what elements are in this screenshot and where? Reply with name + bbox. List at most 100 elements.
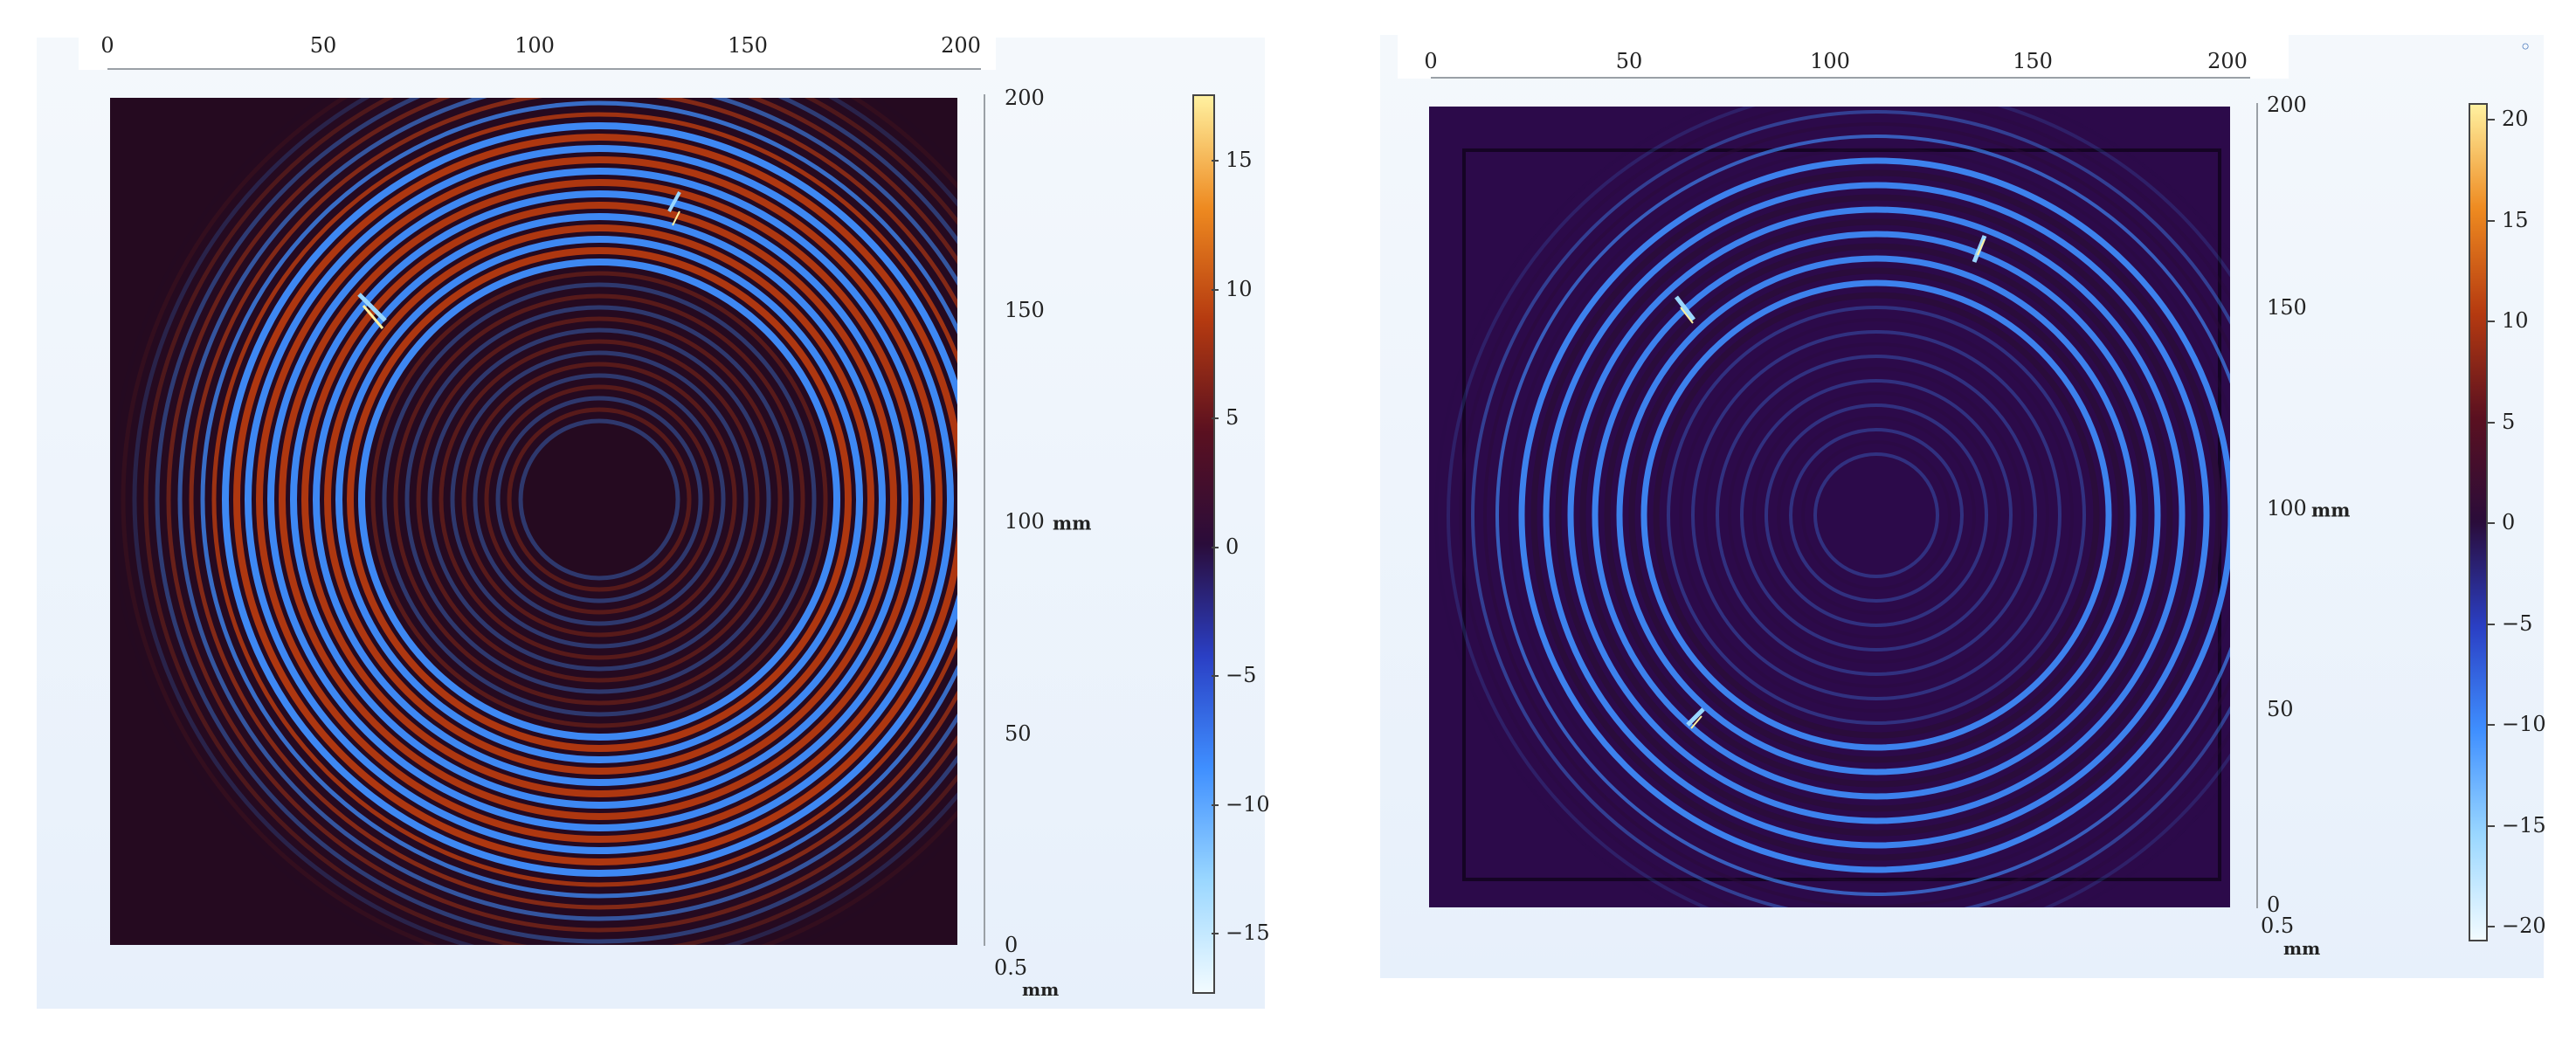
left-right-axis-unit: mm (1053, 512, 1092, 534)
left-colorbar-tick-label: 10 (1226, 276, 1253, 301)
wave-ring (1740, 379, 2013, 651)
wave-ring (1667, 306, 2086, 725)
wave-ring (1628, 267, 2124, 763)
right-colorbar-tick-label: 5 (2502, 409, 2516, 434)
left-right-axis-line (984, 94, 985, 946)
right-top-tick-50: 50 (1615, 49, 1643, 73)
wave-ring (121, 98, 957, 945)
right-colorbar-tick-mark (2488, 219, 2495, 222)
wave-ring (507, 407, 692, 592)
left-colorbar-tick-label: −15 (1226, 920, 1270, 945)
wave-ring (1716, 355, 2037, 676)
wave-ring (518, 418, 680, 581)
wave-ring (1508, 147, 2230, 884)
left-colorbar-tick-mark (1212, 933, 1219, 934)
right-right-tick-0: 0 (2267, 893, 2281, 917)
right-top-tick-100: 100 (1810, 49, 1850, 73)
left-wavefield-plot[interactable] (110, 98, 957, 945)
wave-ring (1495, 134, 2230, 896)
right-colorbar-tick-mark (2488, 926, 2495, 927)
left-right-tick-0: 0 (1005, 933, 1019, 957)
right-colorbar-tick-label: −5 (2502, 610, 2533, 636)
left-colorbar-tick-label: −10 (1226, 791, 1270, 817)
wave-ring (1640, 279, 2112, 751)
left-top-axis-band (79, 22, 996, 70)
wave-ring (1530, 169, 2222, 861)
left-colorbar-tick-label: 5 (1226, 405, 1240, 430)
wave-ring (1592, 231, 2161, 800)
right-colorbar-tick-label: −15 (2502, 812, 2546, 838)
right-colorbar-tick-mark (2488, 119, 2495, 121)
right-scale-value: 0.5 (2261, 913, 2295, 938)
left-colorbar-tick-label: −5 (1226, 663, 1257, 687)
wave-ring (473, 373, 726, 626)
left-colorbar-tick-mark (1212, 160, 1219, 162)
left-top-tick-0: 0 (100, 33, 114, 58)
right-wavefield-svg (1429, 107, 2230, 907)
left-scale-unit: mm (1022, 979, 1060, 1000)
wave-ring (1555, 194, 2198, 837)
right-colorbar-tick-mark (2488, 421, 2495, 424)
right-colorbar-tick-label: −10 (2502, 712, 2546, 736)
wave-ring (1616, 255, 2137, 776)
right-colorbar-tick-label: 0 (2502, 510, 2516, 534)
wave-ring (1434, 107, 2230, 907)
right-colorbar-tick-label: −20 (2502, 913, 2546, 938)
wave-ring (450, 350, 749, 649)
right-top-axis-band (1398, 35, 2289, 79)
wave-ring (416, 316, 783, 683)
wave-ring (200, 100, 957, 899)
wave-ring (1543, 182, 2210, 849)
right-wavefield-plot[interactable] (1429, 107, 2230, 907)
wave-ring (189, 98, 957, 910)
wave-ring (1679, 318, 2074, 713)
left-colorbar-tick-label: 0 (1226, 534, 1240, 559)
right-colorbar-tick-label: 15 (2502, 207, 2529, 232)
left-top-tick-50: 50 (309, 33, 337, 58)
wave-ring (1567, 206, 2186, 824)
right-colorbar-tick-label: 20 (2502, 107, 2529, 131)
wave-ring (427, 327, 771, 672)
right-right-axis-unit: mm (2311, 499, 2351, 521)
right-colorbar-tick-mark (2488, 623, 2495, 625)
right-colorbar-tick-mark (2488, 321, 2495, 322)
wave-ring (1653, 292, 2100, 739)
right-colorbar (2469, 103, 2488, 941)
wave-ring (393, 293, 805, 706)
wave-ring (1447, 107, 2230, 907)
wave-ring (1604, 243, 2149, 788)
wave-ring (166, 98, 957, 933)
wave-ring (1728, 367, 2025, 664)
right-right-tick-50: 50 (2267, 697, 2294, 721)
left-scale-value: 0.5 (994, 955, 1028, 980)
right-colorbar-tick-mark (2488, 724, 2495, 726)
wave-ring (1789, 428, 1964, 603)
left-wavefield-svg (110, 98, 957, 945)
wave-ring (461, 362, 737, 638)
left-defect-marks (357, 191, 681, 329)
wave-ring (155, 98, 957, 944)
wave-ring (324, 224, 874, 775)
left-right-tick-200: 200 (1005, 86, 1045, 110)
wave-ring (439, 339, 760, 660)
wave-ring (313, 213, 886, 786)
wave-ring (245, 145, 954, 854)
wave-ring (484, 384, 715, 615)
wave-ring (279, 179, 920, 820)
left-right-tick-100: 100 (1005, 509, 1045, 534)
wave-ring (495, 396, 703, 603)
wave-ring (233, 134, 957, 865)
wave-ring (335, 236, 863, 763)
wave-ring (301, 202, 897, 797)
right-colorbar-tick-label: 10 (2502, 308, 2529, 333)
wave-ring (347, 247, 852, 752)
left-colorbar-tick-mark (1212, 288, 1219, 291)
left-colorbar-tick-mark (1212, 675, 1219, 677)
wave-ring (267, 168, 931, 831)
wave-ring (1483, 122, 2230, 907)
wave-ring (1579, 218, 2173, 812)
wave-ring (1691, 330, 2061, 700)
right-top-tick-150: 150 (2013, 49, 2053, 73)
right-right-axis-line (2256, 103, 2258, 908)
right-right-tick-150: 150 (2267, 295, 2307, 320)
